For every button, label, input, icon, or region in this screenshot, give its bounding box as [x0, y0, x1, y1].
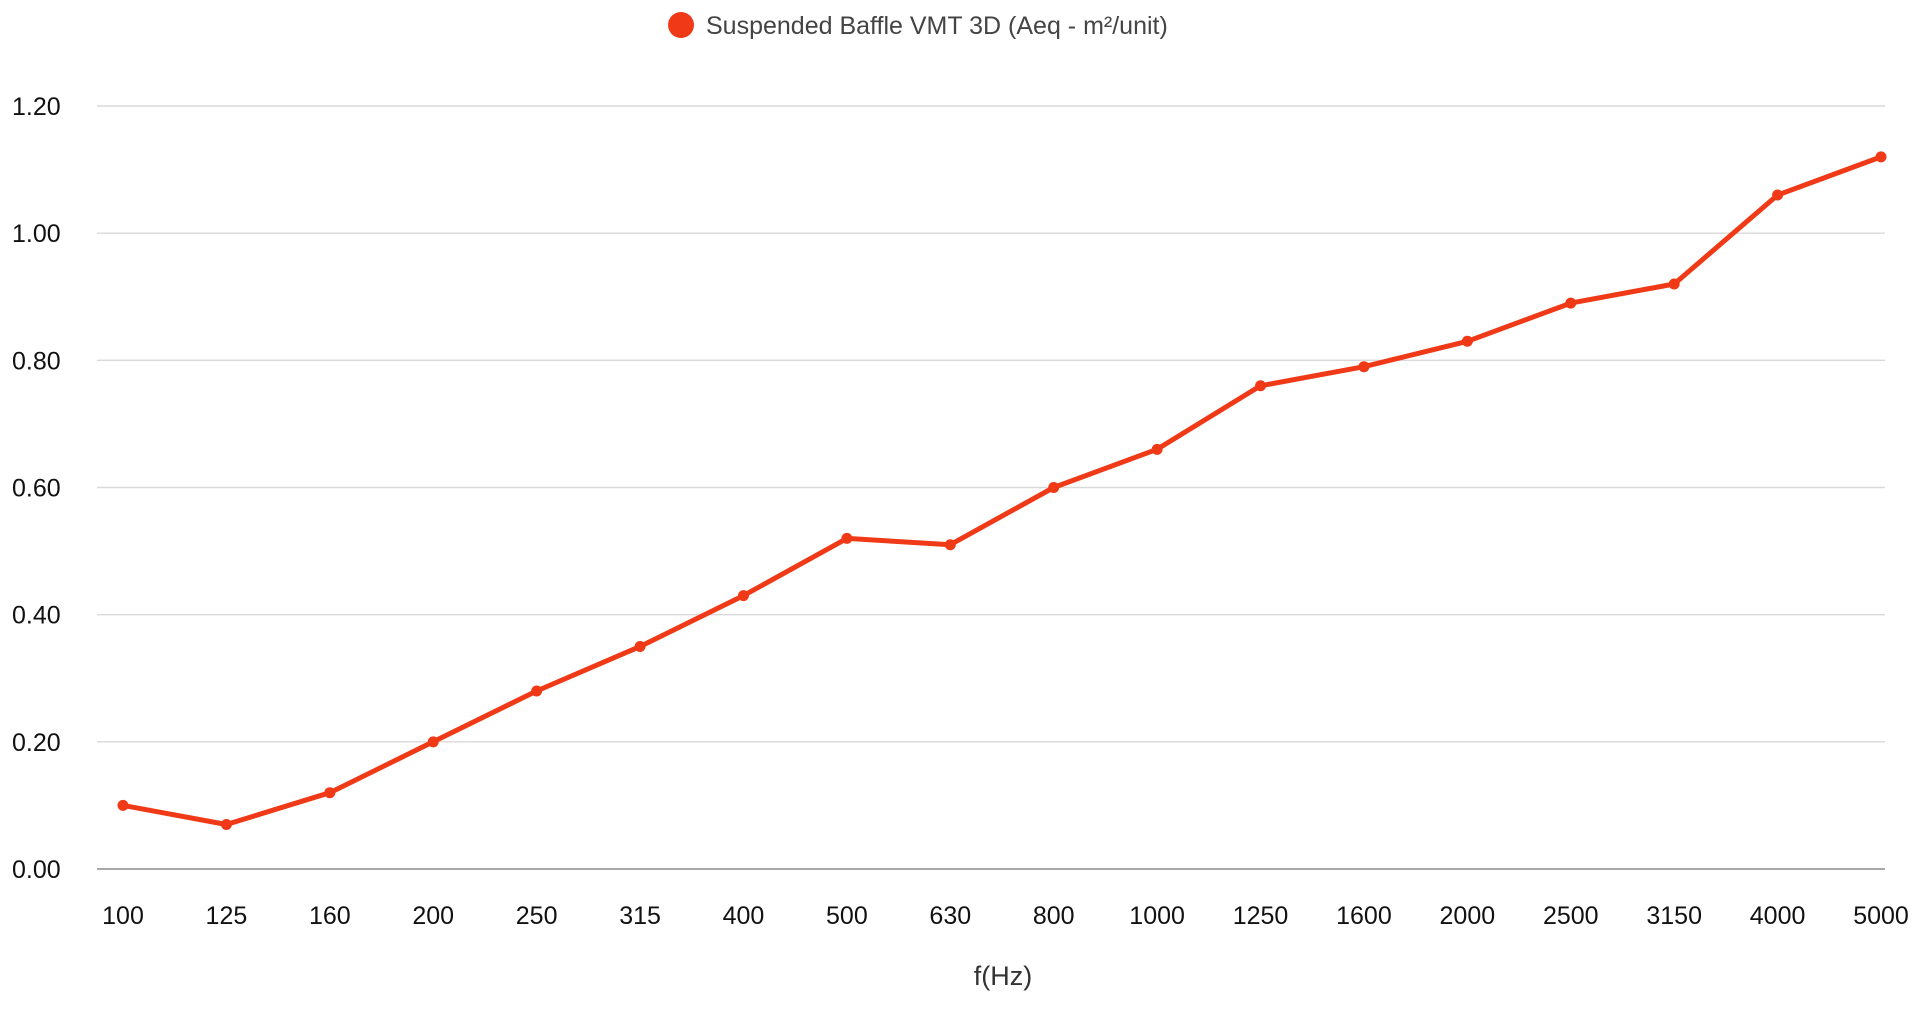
y-axis-tick-labels: 0.00 0.20 0.40 0.60 0.80 1.00 1.20	[12, 93, 61, 884]
data-point[interactable]	[634, 640, 646, 652]
y-tick-label: 0.20	[12, 729, 61, 757]
data-point[interactable]	[1565, 297, 1577, 309]
x-tick-label: 1600	[1336, 902, 1392, 930]
data-point[interactable]	[1048, 482, 1060, 493]
x-axis-title: f(Hz)	[974, 961, 1032, 991]
x-tick-label: 2000	[1440, 902, 1496, 930]
gridlines	[97, 105, 1885, 870]
data-point[interactable]	[944, 539, 956, 551]
y-tick-label: 0.40	[12, 602, 61, 630]
x-tick-label: 200	[412, 902, 454, 930]
x-tick-label: 315	[619, 902, 661, 930]
x-tick-label: 1250	[1233, 902, 1289, 930]
series-group	[117, 151, 1887, 830]
data-point[interactable]	[1461, 335, 1473, 347]
x-tick-label: 3150	[1646, 902, 1702, 930]
x-tick-label: 1000	[1129, 902, 1185, 930]
x-tick-label: 630	[929, 902, 971, 930]
x-tick-label: 125	[206, 902, 248, 930]
y-tick-label: 0.00	[12, 856, 61, 884]
y-tick-label: 0.80	[12, 347, 61, 375]
data-point[interactable]	[1358, 361, 1370, 373]
x-axis-tick-labels: 100 125 160 200 250 315 400 500 630 800 1000 1250 16…	[102, 902, 1909, 930]
data-point[interactable]	[531, 685, 543, 697]
series-line	[120, 154, 1884, 827]
data-point[interactable]	[427, 736, 439, 748]
y-tick-label: 0.60	[12, 475, 61, 503]
x-tick-label: 4000	[1750, 902, 1806, 930]
y-tick-label: 1.00	[12, 220, 61, 248]
data-point[interactable]	[1875, 151, 1887, 163]
x-tick-label: 250	[516, 902, 558, 930]
data-point[interactable]	[1255, 380, 1267, 392]
data-point[interactable]	[841, 532, 853, 544]
x-tick-label: 160	[309, 902, 351, 930]
legend-marker	[668, 12, 694, 38]
data-point[interactable]	[220, 818, 232, 830]
data-point[interactable]	[1772, 189, 1784, 201]
x-tick-label: 800	[1033, 902, 1075, 930]
x-tick-label: 5000	[1853, 902, 1909, 930]
y-tick-label: 1.20	[12, 93, 61, 121]
x-tick-label: 100	[102, 902, 144, 930]
data-point[interactable]	[1151, 443, 1163, 455]
data-point[interactable]	[1668, 278, 1680, 290]
data-point[interactable]	[324, 787, 336, 799]
data-point[interactable]	[737, 590, 749, 602]
legend-label: Suspended Baffle VMT 3D (Aeq - m²/unit)	[706, 12, 1168, 40]
x-tick-label: 500	[826, 902, 868, 930]
legend[interactable]: Suspended Baffle VMT 3D (Aeq - m²/unit)	[668, 12, 1168, 40]
x-tick-label: 2500	[1543, 902, 1599, 930]
data-point[interactable]	[117, 799, 129, 811]
x-tick-label: 400	[723, 902, 765, 930]
